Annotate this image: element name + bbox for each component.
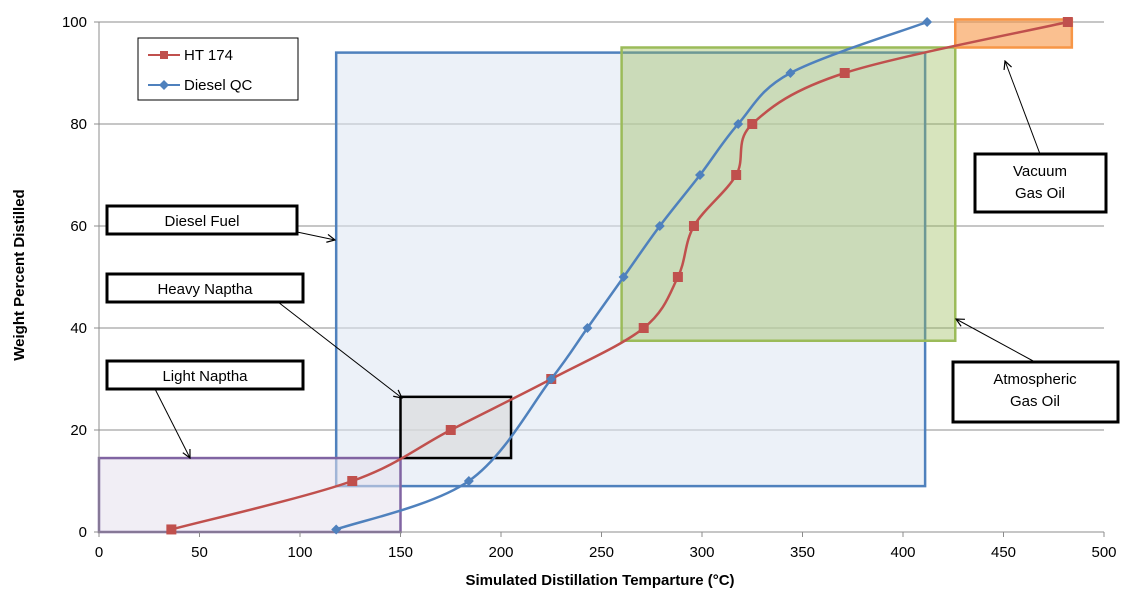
x-tick-label-50: 50 <box>191 544 208 561</box>
data-point-diesel-qc-6 <box>694 170 705 180</box>
data-point-diesel-qc-8 <box>785 68 796 78</box>
x-tick-label-0: 0 <box>95 544 103 561</box>
callout-diesel-fuel: Diesel Fuel <box>105 204 335 240</box>
arrow-atmospheric-gas-oil <box>956 319 1036 363</box>
x-tick-label-300: 300 <box>689 544 714 561</box>
arrow-light-naptha <box>154 388 190 458</box>
legend: HT 174 Diesel QC <box>137 37 299 101</box>
y-axis-title: Weight Percent Distilled <box>11 189 28 360</box>
callout-text-vacuum-line1: Vacuum <box>1013 163 1067 180</box>
arrow-heavy-naptha <box>277 301 402 398</box>
callout-text-heavy-naptha: Heavy Naptha <box>157 281 253 298</box>
callout-box-atmospheric-gas-oil <box>951 360 1120 424</box>
y-tick-label-80: 80 <box>70 116 87 133</box>
data-point-ht-174-7 <box>731 170 742 180</box>
callout-vacuum-gas-oil: Vacuum Gas Oil <box>973 61 1108 214</box>
callout-box-vacuum-gas-oil <box>973 152 1108 214</box>
callout-box-diesel-fuel <box>105 204 299 236</box>
data-point-diesel-qc-4 <box>618 272 629 282</box>
legend-marker-diesel-qc <box>159 80 169 90</box>
legend-label-diesel-qc: Diesel QC <box>184 77 253 94</box>
x-tick-label-500: 500 <box>1091 544 1116 561</box>
data-point-ht-174-2 <box>445 425 456 435</box>
callout-atmospheric-gas-oil: Atmospheric Gas Oil <box>951 319 1120 424</box>
legend-marker-ht174 <box>160 51 168 59</box>
arrow-diesel-fuel <box>296 231 335 240</box>
data-point-diesel-qc-5 <box>654 221 665 231</box>
x-tick-label-150: 150 <box>388 544 413 561</box>
callout-text-atmospheric-line1: Atmospheric <box>993 371 1077 388</box>
data-point-diesel-qc-3 <box>582 323 593 333</box>
x-tick-label-400: 400 <box>890 544 915 561</box>
legend-label-ht174: HT 174 <box>184 47 233 64</box>
series-line-diesel-qc <box>335 20 928 531</box>
y-tick-label-60: 60 <box>70 218 87 235</box>
y-tick-label-20: 20 <box>70 422 87 439</box>
axes: 0 20 40 60 80 100 0 50 100 150 200 250 300 350 400 450 5… <box>62 14 1117 561</box>
legend-box <box>137 37 299 101</box>
callout-box-heavy-naptha <box>105 272 305 304</box>
data-point-diesel-qc-1 <box>463 476 474 486</box>
x-tick-label-350: 350 <box>790 544 815 561</box>
callout-box-light-naptha <box>105 359 305 391</box>
y-tick-label-0: 0 <box>79 524 87 541</box>
data-point-diesel-qc-2 <box>546 374 557 384</box>
callout-text-atmospheric-line2: Gas Oil <box>1010 393 1060 410</box>
callout-text-vacuum-line2: Gas Oil <box>1015 185 1065 202</box>
data-point-ht-174-10 <box>1062 17 1073 27</box>
regions <box>97 18 1074 534</box>
data-point-ht-174-5 <box>672 272 683 282</box>
data-point-ht-174-9 <box>839 68 850 78</box>
data-point-ht-174-6 <box>688 221 699 231</box>
x-tick-label-250: 250 <box>589 544 614 561</box>
x-tick-label-450: 450 <box>991 544 1016 561</box>
data-point-ht-174-8 <box>747 119 758 129</box>
series <box>166 17 1073 535</box>
data-point-ht-174-0 <box>166 524 177 535</box>
data-point-ht-174-4 <box>638 323 649 333</box>
region-light <box>97 456 402 534</box>
y-tick-label-40: 40 <box>70 320 87 337</box>
x-axis-title: Simulated Distillation Temparture (°C) <box>465 572 734 589</box>
arrow-vacuum-gas-oil <box>1005 61 1041 155</box>
region-atmospheric <box>620 46 957 342</box>
data-point-diesel-qc-9 <box>922 17 933 27</box>
callout-heavy-naptha: Heavy Naptha <box>105 272 402 398</box>
x-tick-label-100: 100 <box>287 544 312 561</box>
y-tick-label-100: 100 <box>62 14 87 31</box>
data-point-ht-174-1 <box>347 476 358 486</box>
callout-text-light-naptha: Light Naptha <box>162 368 248 385</box>
callout-text-diesel-fuel: Diesel Fuel <box>164 213 239 230</box>
callout-light-naptha: Light Naptha <box>105 359 305 458</box>
data-point-diesel-qc-0 <box>331 524 342 535</box>
data-point-diesel-qc-7 <box>733 119 744 129</box>
x-tick-label-200: 200 <box>488 544 513 561</box>
